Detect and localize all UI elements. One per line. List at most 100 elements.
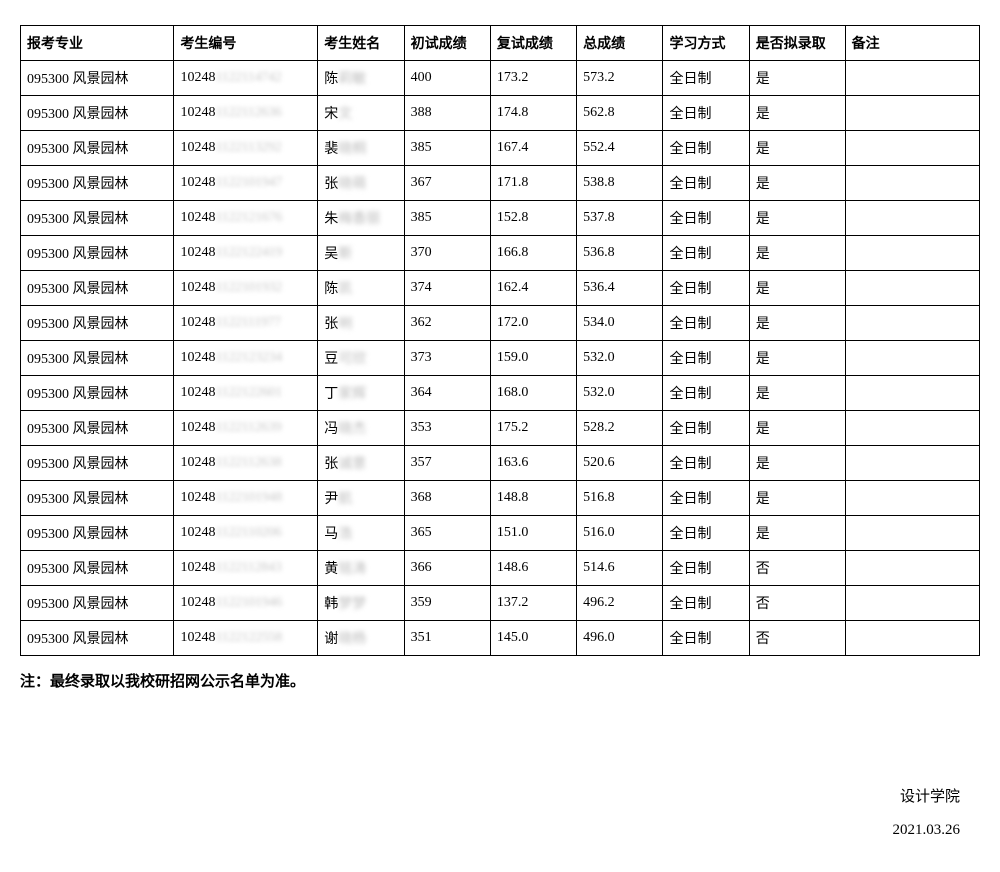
cell-mode: 全日制	[663, 306, 749, 341]
cell-admit: 是	[749, 96, 845, 131]
cell-admit: 是	[749, 376, 845, 411]
col-header-total: 总成绩	[577, 26, 663, 61]
cell-total: 532.0	[577, 376, 663, 411]
cell-major: 095300 风景园林	[21, 411, 174, 446]
cell-total: 534.0	[577, 306, 663, 341]
cell-id: 102481122114742	[174, 61, 318, 96]
cell-id: 102481122112639	[174, 411, 318, 446]
cell-remark	[845, 96, 979, 131]
table-row: 095300 风景园林102481122121676朱梅香丽385152.853…	[21, 201, 980, 236]
cell-id: 102481122101948	[174, 481, 318, 516]
cell-major: 095300 风景园林	[21, 481, 174, 516]
cell-mode: 全日制	[663, 586, 749, 621]
cell-mode: 全日制	[663, 376, 749, 411]
cell-major: 095300 风景园林	[21, 586, 174, 621]
cell-remark	[845, 271, 979, 306]
cell-admit: 是	[749, 131, 845, 166]
cell-mode: 全日制	[663, 131, 749, 166]
cell-admit: 否	[749, 586, 845, 621]
admission-table: 报考专业 考生编号 考生姓名 初试成绩 复试成绩 总成绩 学习方式 是否拟录取 …	[20, 25, 980, 656]
cell-mode: 全日制	[663, 516, 749, 551]
cell-score1: 385	[404, 131, 490, 166]
cell-remark	[845, 201, 979, 236]
cell-name: 吴斯	[318, 236, 404, 271]
cell-name: 陈莉敏	[318, 61, 404, 96]
cell-name: 黄铭涛	[318, 551, 404, 586]
table-row: 095300 风景园林102481122101932陈凯374162.4536.…	[21, 271, 980, 306]
cell-total: 536.4	[577, 271, 663, 306]
cell-id: 102481122101946	[174, 586, 318, 621]
cell-score1: 364	[404, 376, 490, 411]
cell-id: 102481122101932	[174, 271, 318, 306]
cell-score2: 148.6	[490, 551, 576, 586]
col-header-admit: 是否拟录取	[749, 26, 845, 61]
col-header-remark: 备注	[845, 26, 979, 61]
cell-admit: 是	[749, 306, 845, 341]
cell-mode: 全日制	[663, 481, 749, 516]
cell-id: 102481122123234	[174, 341, 318, 376]
cell-total: 573.2	[577, 61, 663, 96]
table-row: 095300 风景园林102481122101946韩梦梦359137.2496…	[21, 586, 980, 621]
cell-id: 102481122112636	[174, 96, 318, 131]
cell-admit: 是	[749, 166, 845, 201]
cell-score2: 148.8	[490, 481, 576, 516]
cell-id: 102481122122558	[174, 621, 318, 656]
table-row: 095300 风景园林102481122101947张晓萌367171.8538…	[21, 166, 980, 201]
cell-total: 552.4	[577, 131, 663, 166]
cell-score1: 388	[404, 96, 490, 131]
cell-remark	[845, 446, 979, 481]
cell-id: 102481122122601	[174, 376, 318, 411]
cell-id: 102481122113292	[174, 131, 318, 166]
cell-score1: 362	[404, 306, 490, 341]
cell-name: 谢晓杨	[318, 621, 404, 656]
col-header-name: 考生姓名	[318, 26, 404, 61]
cell-remark	[845, 131, 979, 166]
col-header-score2: 复试成绩	[490, 26, 576, 61]
cell-mode: 全日制	[663, 446, 749, 481]
cell-admit: 是	[749, 61, 845, 96]
cell-score1: 400	[404, 61, 490, 96]
cell-score2: 137.2	[490, 586, 576, 621]
cell-name: 丁家辉	[318, 376, 404, 411]
cell-name: 冯晓杰	[318, 411, 404, 446]
cell-score2: 174.8	[490, 96, 576, 131]
table-row: 095300 风景园林102481122114742陈莉敏400173.2573…	[21, 61, 980, 96]
cell-id: 102481122121676	[174, 201, 318, 236]
cell-total: 516.0	[577, 516, 663, 551]
cell-score1: 370	[404, 236, 490, 271]
cell-major: 095300 风景园林	[21, 166, 174, 201]
cell-name: 朱梅香丽	[318, 201, 404, 236]
cell-major: 095300 风景园林	[21, 236, 174, 271]
cell-score1: 385	[404, 201, 490, 236]
cell-admit: 是	[749, 516, 845, 551]
table-row: 095300 风景园林102481122111977张明362172.0534.…	[21, 306, 980, 341]
cell-score1: 365	[404, 516, 490, 551]
cell-major: 095300 风景园林	[21, 341, 174, 376]
cell-remark	[845, 481, 979, 516]
table-row: 095300 风景园林102481122122601丁家辉364168.0532…	[21, 376, 980, 411]
cell-score2: 175.2	[490, 411, 576, 446]
table-row: 095300 风景园林102481122122558谢晓杨351145.0496…	[21, 621, 980, 656]
cell-major: 095300 风景园林	[21, 551, 174, 586]
cell-id: 102481122110206	[174, 516, 318, 551]
footer-block: 设计学院 2021.03.26	[20, 781, 980, 847]
cell-major: 095300 风景园林	[21, 376, 174, 411]
cell-major: 095300 风景园林	[21, 516, 174, 551]
footer-department: 设计学院	[20, 781, 960, 814]
cell-remark	[845, 551, 979, 586]
cell-mode: 全日制	[663, 411, 749, 446]
cell-mode: 全日制	[663, 61, 749, 96]
cell-score1: 357	[404, 446, 490, 481]
cell-score2: 168.0	[490, 376, 576, 411]
note-text: 注：最终录取以我校研招网公示名单为准。	[20, 670, 980, 691]
cell-score1: 351	[404, 621, 490, 656]
cell-name: 豆可欣	[318, 341, 404, 376]
cell-total: 520.6	[577, 446, 663, 481]
cell-id: 102481122112638	[174, 446, 318, 481]
cell-name: 张晓萌	[318, 166, 404, 201]
cell-major: 095300 风景园林	[21, 271, 174, 306]
cell-admit: 是	[749, 271, 845, 306]
cell-score2: 145.0	[490, 621, 576, 656]
cell-score2: 162.4	[490, 271, 576, 306]
cell-total: 538.8	[577, 166, 663, 201]
